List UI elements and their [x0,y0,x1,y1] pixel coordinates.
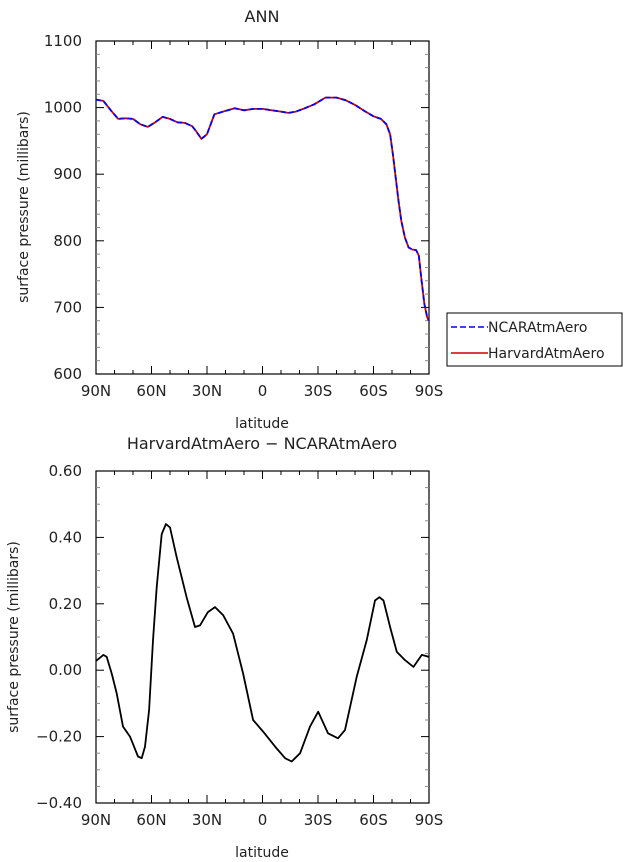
legend: NCARAtmAero HarvardAtmAero [446,312,623,367]
x-tick-label: 0 [258,382,268,400]
x-tick-label: 30N [192,811,222,829]
x-tick-label: 30S [304,811,333,829]
top-plot: 90N 60N 30N 0 30S 60S 90S 600 700 800 900 1000 1100 [44,32,443,400]
bottom-plot: 90N 60N 30N 0 30S 60S 90S −0.40 −0.20 0.00 0.20 0.4… [36,462,443,829]
x-tick-label: 90S [415,811,444,829]
x-tick-label: 60S [359,811,388,829]
x-tick-label: 90S [415,382,444,400]
series-line-difference [95,523,430,763]
x-tick-label: 60N [136,382,166,400]
top-y-axis-label: surface pressure (millibars) [16,111,32,303]
bottom-chart-title: HarvardAtmAero − NCARAtmAero [127,434,397,453]
y-tick-label: −0.20 [36,728,82,746]
y-tick-label: −0.40 [36,794,82,812]
x-tick-label: 60S [359,382,388,400]
top-chart-title: ANN [245,7,280,26]
x-tick-label: 0 [258,811,268,829]
bottom-x-axis-label: latitude [235,845,289,861]
y-tick-label: 1100 [44,32,82,50]
top-x-axis-label: latitude [235,416,289,432]
series-line-harvardatmaero [95,96,430,322]
legend-ncar-label: NCARAtmAero [488,320,587,336]
bottom-y-axis-label: surface pressure (millibars) [6,541,22,733]
plot-frame [95,40,430,375]
x-tick-label: 60N [136,811,166,829]
y-tick-label: 600 [53,365,82,383]
y-tick-label: 0.40 [49,528,82,546]
x-tick-label: 30N [192,382,222,400]
y-tick-label: 900 [53,165,82,183]
y-tick-label: 0.00 [49,661,82,679]
legend-harvard-label: HarvardAtmAero [488,346,605,362]
legend-box [446,312,623,367]
y-tick-label: 0.20 [49,595,82,613]
x-tick-label: 90N [81,811,111,829]
y-tick-label: 0.60 [49,462,82,480]
y-tick-label: 800 [53,232,82,250]
series-line-ncaratmaero [95,96,430,322]
x-tick-label: 30S [304,382,333,400]
x-tick-label: 90N [81,382,111,400]
y-tick-label: 1000 [44,99,82,117]
y-tick-label: 700 [53,298,82,316]
plot-frame [95,470,430,804]
